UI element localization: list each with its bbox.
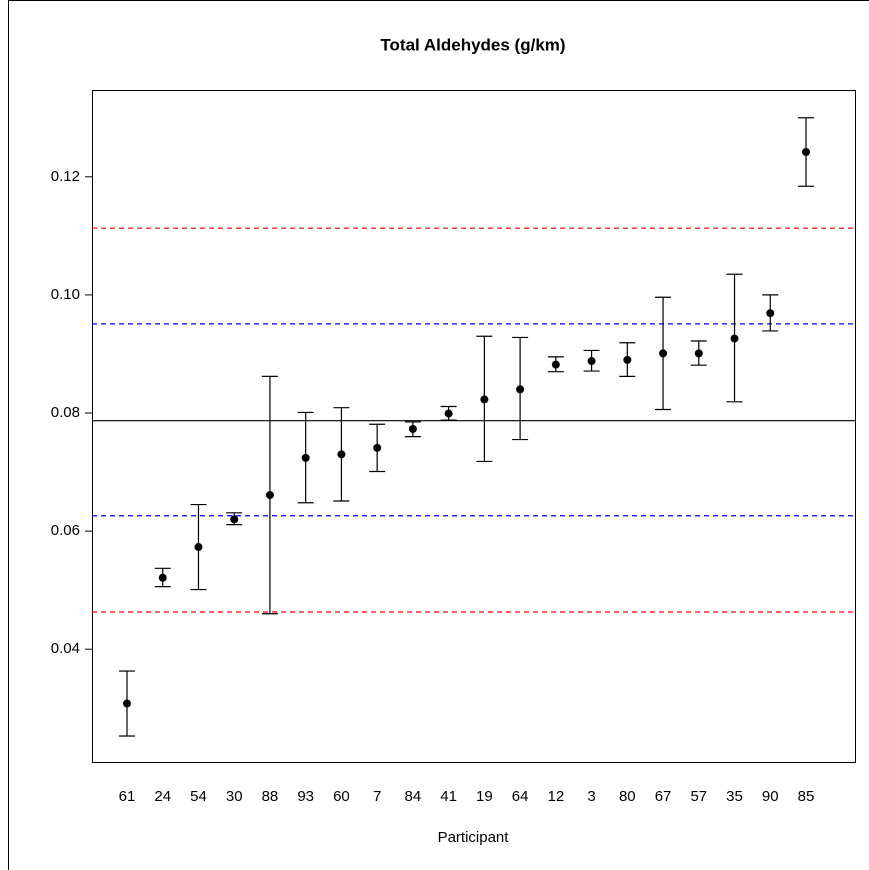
- point: [659, 349, 668, 358]
- x-tick-label: 90: [762, 788, 779, 805]
- x-tick-label: 64: [512, 788, 529, 805]
- plot-box: [92, 90, 856, 763]
- x-tick-label: 67: [655, 788, 672, 805]
- x-tick-label: 41: [440, 788, 457, 805]
- y-tick-label: 0.04: [51, 640, 80, 657]
- point: [551, 360, 560, 369]
- x-tick-label: 3: [587, 788, 595, 805]
- x-tick-label: 93: [297, 788, 314, 805]
- point: [587, 357, 596, 366]
- point: [766, 309, 775, 318]
- x-tick-label: 84: [405, 788, 422, 805]
- x-tick-label: 24: [154, 788, 171, 805]
- point: [730, 334, 739, 343]
- y-tick-label: 0.08: [51, 404, 80, 421]
- point: [123, 699, 131, 708]
- x-tick-label: 54: [190, 788, 207, 805]
- point: [194, 543, 203, 552]
- x-tick-label: 30: [226, 788, 243, 805]
- point: [480, 395, 489, 404]
- x-tick-label: 88: [262, 788, 279, 805]
- point: [301, 453, 310, 462]
- x-tick-label: 80: [619, 788, 636, 805]
- point: [408, 424, 417, 433]
- point: [694, 349, 703, 358]
- x-tick-label: 61: [119, 788, 136, 805]
- x-tick-label: 60: [333, 788, 350, 805]
- point: [158, 573, 167, 582]
- point: [516, 385, 525, 394]
- x-tick-label: 57: [690, 788, 707, 805]
- x-axis-label: Participant: [438, 829, 510, 846]
- x-tick-label: 19: [476, 788, 493, 805]
- y-tick-label: 0.12: [51, 168, 80, 185]
- point: [337, 450, 346, 459]
- point: [444, 409, 453, 418]
- x-tick-label: 85: [798, 788, 815, 805]
- y-tick-label: 0.10: [51, 286, 80, 303]
- point: [802, 148, 810, 157]
- point: [373, 443, 382, 452]
- point: [230, 515, 239, 524]
- point: [265, 491, 274, 500]
- x-tick-label: 35: [726, 788, 743, 805]
- y-tick-label: 0.06: [51, 522, 80, 539]
- x-tick-label: 12: [547, 788, 564, 805]
- chart-title: Total Aldehydes (g/km): [380, 35, 565, 54]
- point: [623, 355, 632, 364]
- frame: [8, 0, 869, 870]
- x-tick-label: 7: [373, 788, 381, 805]
